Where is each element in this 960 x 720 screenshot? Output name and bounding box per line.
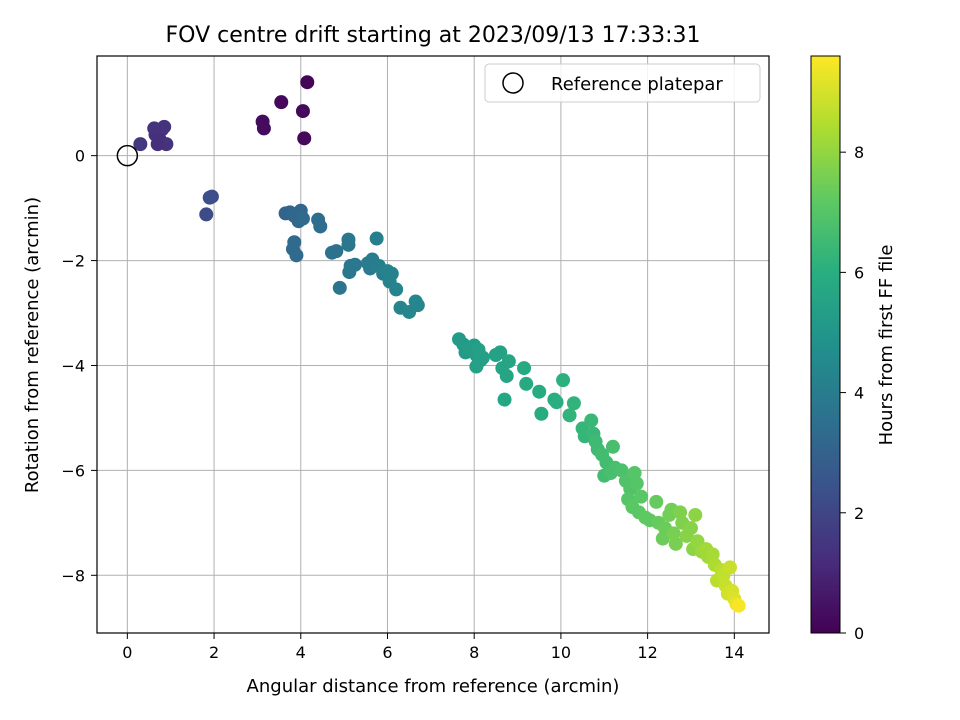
x-tick-label: 2 [209,643,219,662]
x-tick-label: 6 [382,643,392,662]
data-point [329,244,344,259]
data-point [549,395,564,410]
data-point [501,354,516,369]
data-point [634,489,649,504]
data-point [256,121,271,136]
y-tick-label: 0 [75,147,85,166]
data-point [295,104,310,119]
data-point [566,396,581,411]
data-point [649,494,664,509]
colorbar-gradient [810,55,841,634]
data-point [519,376,534,391]
colorbar-ticks: 0 2 4 6 8 [840,143,864,643]
data-point [584,413,599,428]
data-point [627,466,642,481]
data-point [666,526,681,541]
x-tick-label: 12 [637,643,657,662]
data-point [705,547,720,562]
data-point [629,476,644,491]
data-points [133,75,746,613]
data-point [199,207,214,222]
data-point [731,598,746,613]
data-point [274,95,289,110]
data-point [389,282,404,297]
data-point [603,466,618,481]
chart-title: FOV centre drift starting at 2023/09/13 … [166,23,701,48]
y-tick-label: −2 [61,252,85,271]
data-point [369,231,384,246]
data-point [683,521,698,536]
grid [97,56,769,633]
x-tick-label: 4 [296,643,306,662]
data-point [655,531,670,546]
data-point [295,211,310,226]
data-point [133,137,148,152]
data-point [289,248,304,263]
x-axis-ticks: 0 2 4 6 8 10 12 14 [122,633,744,662]
data-point [147,121,162,136]
colorbar-tick-label: 4 [854,384,864,403]
data-point [493,345,508,360]
x-tick-label: 0 [122,643,132,662]
colorbar: 0 2 4 6 8 Hours from first FF file [810,55,897,643]
data-point [332,280,347,295]
legend: Reference platepar [484,63,761,103]
legend-label: Reference platepar [551,74,723,95]
colorbar-tick-label: 0 [854,624,864,643]
reference-marker [116,144,139,167]
colorbar-tick-label: 2 [854,504,864,523]
data-point [605,439,620,454]
data-point [499,368,514,383]
y-tick-label: −6 [61,461,85,480]
data-point [469,359,484,374]
data-point [556,373,571,388]
colorbar-tick-label: 6 [854,263,864,282]
colorbar-label: Hours from first FF file [876,245,897,446]
data-point [532,384,547,399]
y-tick-label: −4 [61,356,85,375]
legend-box [484,63,761,103]
data-point [673,505,688,520]
colorbar-tick-label: 8 [854,143,864,162]
data-point [410,298,425,313]
x-tick-label: 8 [469,643,479,662]
data-point [688,507,703,522]
data-point [517,361,532,376]
data-point [297,131,312,146]
data-point [341,237,356,252]
data-point [668,536,683,551]
data-point [342,265,357,280]
y-axis-ticks: 0 −2 −4 −6 −8 [61,147,97,585]
y-tick-label: −8 [61,566,85,585]
data-point [722,560,737,575]
data-point [614,463,629,478]
data-point [534,406,549,421]
plot-frame [96,55,770,634]
x-axis-label: Angular distance from reference (arcmin) [247,676,620,697]
data-point [497,392,512,407]
data-point [562,408,577,423]
data-point [202,190,217,205]
y-axis-label: Rotation from reference (arcmin) [22,197,43,493]
data-point [150,137,165,152]
x-tick-label: 14 [724,643,744,662]
legend-marker-icon [502,72,524,94]
data-point [300,75,315,90]
data-point [313,219,328,234]
x-tick-label: 10 [551,643,571,662]
